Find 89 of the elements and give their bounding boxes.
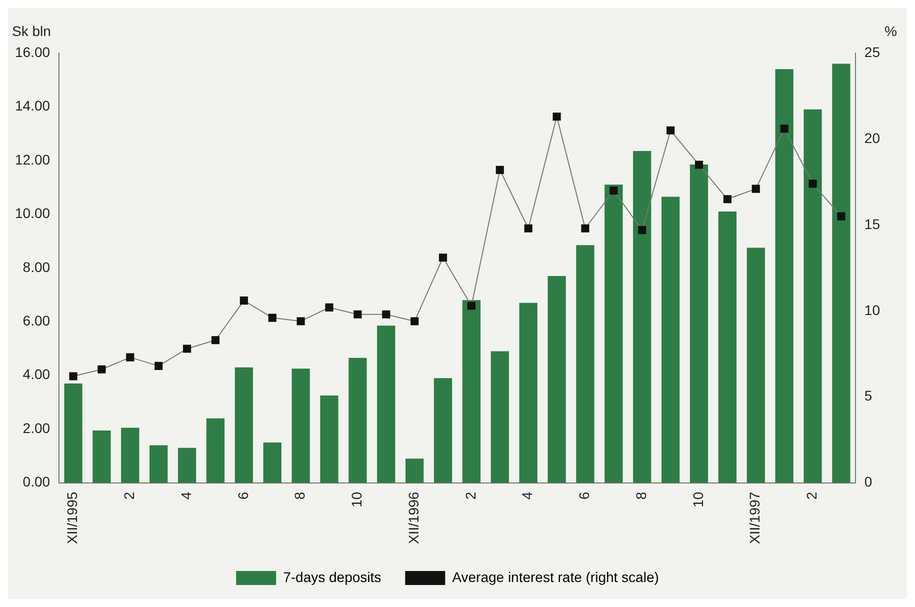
point — [467, 302, 476, 310]
bar — [406, 458, 424, 483]
point — [438, 254, 448, 262]
point — [552, 112, 561, 121]
x-tick-label: 4 — [519, 492, 536, 500]
point — [638, 226, 646, 234]
point — [752, 184, 760, 193]
y-tick-label: 0.00 — [22, 474, 50, 490]
bar — [292, 368, 310, 483]
point — [837, 212, 846, 220]
bar — [548, 276, 566, 483]
bar — [348, 358, 367, 483]
point — [382, 310, 390, 318]
x-tick-label: XII/1996 — [405, 492, 422, 544]
y-tick-label: 4.00 — [22, 366, 50, 382]
y-tick-label: 12.00 — [14, 151, 50, 168]
point — [694, 160, 704, 169]
point — [496, 166, 504, 174]
point — [69, 372, 78, 380]
bar — [661, 196, 680, 483]
point — [780, 124, 788, 133]
y2-tick-label: 15 — [864, 216, 880, 232]
bar — [320, 396, 338, 483]
bar — [92, 430, 111, 483]
point — [98, 365, 106, 374]
x-tick-label: 2 — [804, 492, 820, 500]
point — [666, 126, 675, 134]
bar — [462, 300, 481, 483]
legend-label: 7-days deposits — [283, 568, 382, 585]
bar — [178, 448, 196, 483]
bar — [718, 212, 736, 483]
x-tick-label: 4 — [178, 492, 194, 500]
y2-tick-label: 0 — [864, 474, 872, 490]
bar — [519, 302, 538, 483]
point — [211, 336, 220, 344]
point — [182, 344, 192, 353]
bar — [377, 326, 396, 483]
x-tick-label: XII/1995 — [64, 492, 80, 544]
point — [581, 224, 590, 232]
bar — [633, 151, 652, 483]
bar — [775, 69, 794, 483]
bar — [150, 445, 168, 483]
bar — [206, 418, 225, 483]
y-tick-label: 10.00 — [14, 205, 50, 222]
y-axis-title: Sk bln — [12, 22, 51, 39]
x-tick-label: 2 — [121, 492, 137, 500]
point — [410, 317, 419, 326]
y2-tick-label: 25 — [864, 44, 880, 60]
point — [354, 310, 362, 318]
bar — [690, 164, 708, 483]
point — [524, 224, 532, 232]
y2-tick-label: 20 — [864, 130, 880, 146]
x-tick-label: 8 — [292, 492, 308, 500]
bar — [234, 367, 253, 483]
y2-axis-title: % — [884, 22, 897, 39]
x-tick-label: 2 — [462, 492, 478, 500]
bar — [490, 351, 509, 483]
point — [268, 314, 276, 322]
x-tick-label: 10 — [348, 492, 365, 508]
bar — [576, 245, 594, 483]
bar — [64, 383, 82, 483]
y-tick-label: 8.00 — [22, 258, 50, 275]
bar — [434, 378, 452, 483]
bar — [263, 442, 282, 483]
x-tick-label: 10 — [690, 492, 706, 508]
y-tick-label: 14.00 — [14, 98, 50, 114]
point — [154, 362, 163, 370]
point — [808, 180, 817, 188]
bar — [832, 64, 850, 483]
y2-tick-label: 10 — [864, 302, 880, 318]
x-tick-label: XII/1997 — [746, 492, 763, 544]
y-tick-label: 6.00 — [22, 312, 50, 329]
y-tick-label: 16.00 — [14, 44, 50, 60]
point — [240, 296, 248, 305]
legend-label: Average interest rate (right scale) — [452, 568, 659, 585]
point — [610, 186, 618, 195]
point — [325, 303, 334, 312]
bar — [746, 248, 765, 483]
bar — [604, 184, 623, 483]
x-tick-label: 6 — [576, 492, 592, 500]
point — [723, 195, 732, 204]
bar — [121, 428, 140, 483]
x-tick-label: 8 — [632, 492, 649, 500]
x-tick-label: 6 — [234, 492, 251, 500]
y-tick-label: 2.00 — [22, 420, 50, 436]
point — [126, 353, 134, 362]
point — [296, 317, 305, 326]
y2-tick-label: 5 — [864, 388, 872, 404]
bar — [804, 109, 822, 483]
